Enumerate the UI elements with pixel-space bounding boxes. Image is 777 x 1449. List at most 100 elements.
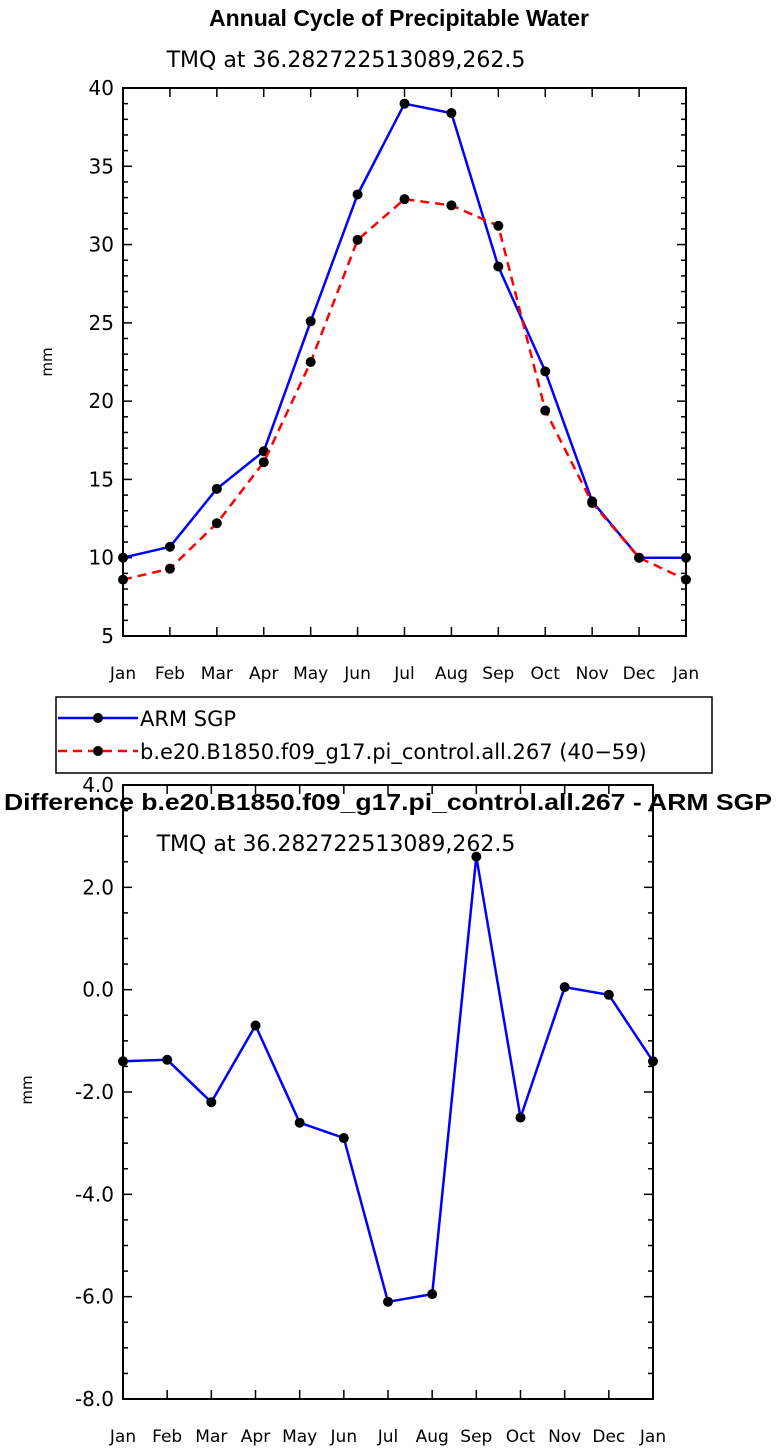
chart1-xtick-label: Dec bbox=[623, 664, 656, 684]
chart2-series-line-0 bbox=[122, 855, 655, 1304]
chart1-axes: 5 10 15 20 25 30 35 40 Jan Feb Mar Apr May Jun Jul Aug S… bbox=[89, 76, 700, 684]
chart1-ytick-label: 30 bbox=[89, 233, 114, 257]
chart1-xtick-label: May bbox=[293, 664, 328, 684]
chart2-xtick-label: Feb bbox=[152, 1427, 182, 1447]
chart1-xtick-label: Jan bbox=[672, 664, 699, 684]
chart1-series0-point bbox=[540, 366, 551, 377]
chart2-ytick-label: 2.0 bbox=[82, 875, 114, 899]
chart2-xtick-label: Mar bbox=[195, 1427, 227, 1447]
chart2-series bbox=[118, 851, 658, 1307]
chart1-frame bbox=[122, 87, 687, 637]
legend-marker-model bbox=[93, 746, 103, 756]
chart2-series0-point bbox=[294, 1117, 305, 1128]
chart1-series1-point bbox=[258, 457, 269, 468]
chart1-xtick-label: Oct bbox=[531, 664, 561, 684]
chart1-xtick-label: Jan bbox=[109, 664, 136, 684]
chart2-xtick-label: Jan bbox=[109, 1427, 136, 1447]
legend-box bbox=[55, 696, 713, 774]
chart1-series1-point bbox=[493, 220, 504, 231]
chart1-series0-point bbox=[681, 552, 691, 563]
chart1-series-line-0 bbox=[122, 102, 686, 559]
chart1-series-line-1 bbox=[122, 197, 687, 581]
chart2-xtick-label: Jan bbox=[639, 1427, 666, 1447]
chart1-series1-point bbox=[164, 563, 175, 574]
chart1-ytick-label: 5 bbox=[101, 624, 114, 648]
annual-cycle-chart: Annual Cycle of Precipitable Water TMQ a… bbox=[38, 5, 699, 684]
chart2-series0-point bbox=[383, 1296, 393, 1307]
chart1-xtick-label: Jul bbox=[393, 664, 415, 684]
chart1-ytick-label: 15 bbox=[89, 467, 114, 491]
chart2-ytick-label: 4.0 bbox=[82, 773, 114, 797]
chart1-xtick-label: Sep bbox=[482, 664, 514, 684]
chart2-series0-point bbox=[250, 1020, 261, 1031]
chart1-series0-point bbox=[118, 552, 128, 563]
chart1-xtick-label: Mar bbox=[201, 664, 233, 684]
chart2-xtick-label: Jun bbox=[330, 1427, 358, 1447]
chart1-ytick-label: 25 bbox=[89, 311, 114, 335]
legend-label-model: b.e20.B1850.f09_g17.pi_control.all.267 (… bbox=[140, 740, 647, 765]
chart2-series0-point bbox=[515, 1112, 526, 1123]
chart2-xtick-label: Apr bbox=[241, 1427, 270, 1447]
chart1-series bbox=[118, 98, 691, 585]
chart1-series0-point bbox=[305, 316, 316, 327]
chart2-series0-point bbox=[162, 1054, 173, 1065]
chart2-ytick-label: -4.0 bbox=[75, 1182, 114, 1206]
chart1-title: Annual Cycle of Precipitable Water bbox=[209, 5, 589, 31]
chart2-xtick-label: Sep bbox=[460, 1427, 492, 1447]
legend-label-arm: ARM SGP bbox=[140, 707, 236, 731]
chart2-xtick-label: Dec bbox=[592, 1427, 625, 1447]
chart2-series0-point bbox=[471, 851, 482, 862]
chart1-series0-point bbox=[352, 189, 363, 200]
chart2-ytick-label: -2.0 bbox=[75, 1080, 114, 1104]
chart2-xtick-label: Oct bbox=[506, 1427, 536, 1447]
chart2-ytick-label: -8.0 bbox=[75, 1387, 114, 1411]
chart2-xtick-label: Aug bbox=[416, 1427, 449, 1447]
chart2-subtitle: TMQ at 36.282722513089,262.5 bbox=[156, 832, 516, 857]
chart1-subtitle: TMQ at 36.282722513089,262.5 bbox=[166, 48, 526, 73]
chart2-series0-point bbox=[206, 1097, 217, 1108]
chart2-ytick-label: -6.0 bbox=[75, 1285, 114, 1309]
chart2-frame bbox=[122, 784, 654, 1400]
chart1-series1-point bbox=[634, 552, 645, 563]
difference-chart: Difference b.e20.B1850.f09_g17.pi_contro… bbox=[4, 773, 772, 1447]
chart1-xtick-label: Nov bbox=[576, 664, 609, 684]
chart1-series1-point bbox=[305, 357, 316, 367]
chart1-series1-point bbox=[446, 200, 457, 211]
legend-marker-arm bbox=[93, 713, 103, 723]
chart1-ytick-label: 10 bbox=[89, 546, 114, 570]
chart1-series1-point bbox=[118, 574, 128, 585]
chart2-series0-point bbox=[338, 1133, 349, 1144]
chart2-series0-point bbox=[648, 1056, 658, 1067]
legend: ARM SGP b.e20.B1850.f09_g17.pi_control.a… bbox=[55, 696, 713, 774]
chart1-ytick-label: 35 bbox=[89, 154, 114, 178]
chart2-xtick-label: May bbox=[282, 1427, 317, 1447]
chart1-series1-point bbox=[352, 234, 363, 245]
chart1-series1-point bbox=[681, 574, 691, 585]
chart2-series0-point bbox=[603, 989, 614, 1000]
chart2-xtick-label: Nov bbox=[548, 1427, 581, 1447]
chart1-xtick-label: Jun bbox=[343, 664, 371, 684]
chart1-series0-point bbox=[399, 98, 410, 109]
chart1-xtick-label: Aug bbox=[435, 664, 468, 684]
chart1-series0-point bbox=[164, 541, 175, 552]
chart1-series0-point bbox=[446, 108, 457, 119]
chart1-series0-point bbox=[493, 261, 504, 272]
chart1-xtick-label: Feb bbox=[155, 664, 185, 684]
chart1-series0-point bbox=[211, 483, 222, 494]
chart2-series0-point bbox=[559, 982, 570, 993]
chart1-ytick-label: 40 bbox=[89, 76, 114, 100]
chart1-series1-point bbox=[211, 518, 222, 529]
chart2-ytick-label: 0.0 bbox=[82, 978, 114, 1002]
chart1-xtick-label: Apr bbox=[249, 664, 278, 684]
chart2-series0-point bbox=[118, 1056, 128, 1067]
chart1-series0-point bbox=[258, 446, 269, 457]
chart1-ylabel: mm bbox=[38, 347, 56, 376]
chart2-ylabel: mm bbox=[18, 1075, 36, 1104]
chart2-axes: -8.0 -6.0 -4.0 -2.0 0.0 2.0 4.0 Jan Feb Mar Apr May… bbox=[75, 773, 666, 1447]
chart2-xtick-label: Jul bbox=[377, 1427, 399, 1447]
chart1-series1-point bbox=[587, 497, 598, 508]
chart1-ytick-label: 20 bbox=[89, 389, 114, 413]
chart1-series1-point bbox=[399, 194, 410, 205]
chart2-series0-point bbox=[427, 1289, 438, 1300]
